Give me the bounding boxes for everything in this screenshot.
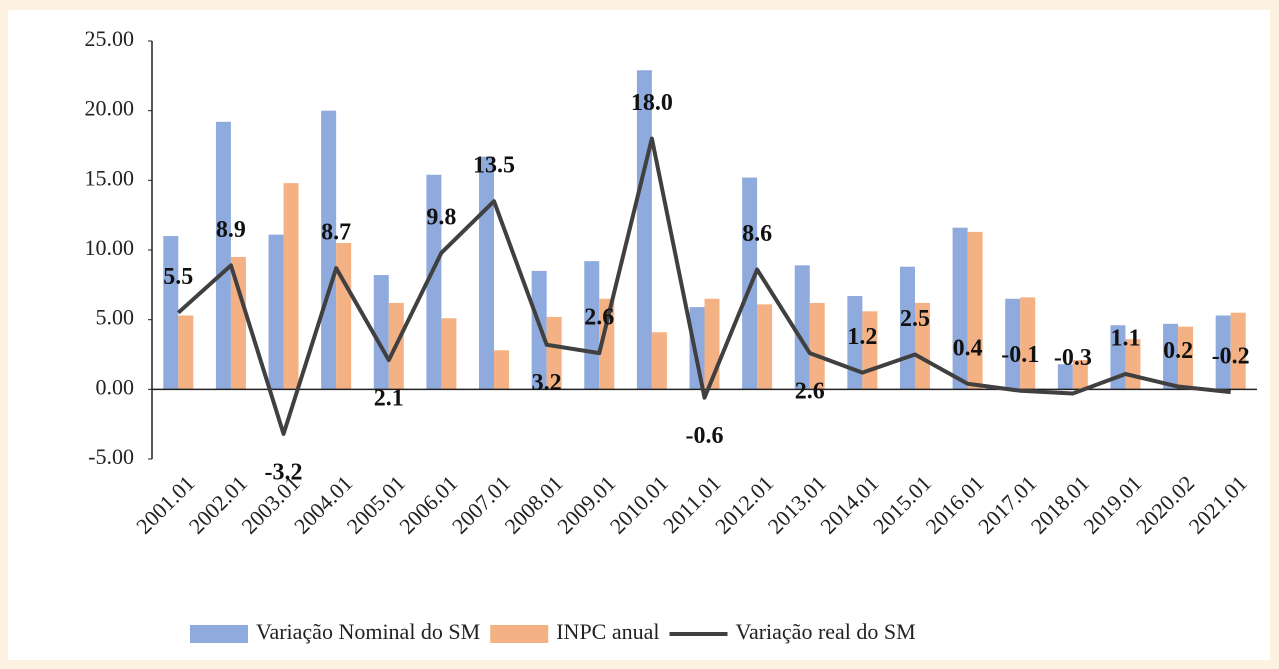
bar (494, 350, 510, 390)
bar (862, 311, 878, 390)
y-tick-label: 10.00 (85, 235, 135, 260)
data-label: 18.0 (631, 90, 673, 116)
bar (794, 265, 810, 390)
bar (757, 304, 773, 390)
bar (531, 270, 547, 390)
bar (336, 243, 352, 390)
data-label: 2.5 (900, 306, 930, 332)
bar (546, 316, 562, 390)
bar (599, 298, 615, 390)
bar (1178, 326, 1194, 390)
bar (321, 110, 337, 390)
bar (373, 275, 389, 390)
legend-label: Variação real do SM (736, 619, 916, 644)
data-label: 9.8 (426, 204, 456, 230)
data-label: 0.4 (953, 335, 983, 361)
y-tick-label: 25.00 (85, 26, 135, 51)
bar (651, 332, 667, 390)
bar (1215, 315, 1231, 390)
legend-swatch (190, 625, 248, 643)
data-label: 8.6 (742, 221, 772, 247)
data-label: 13.5 (473, 153, 515, 179)
bar (1057, 364, 1073, 390)
bar (952, 227, 968, 390)
bar (584, 261, 600, 390)
data-label: 2.6 (584, 305, 614, 331)
data-label: 3.2 (532, 370, 562, 396)
bar (1005, 298, 1021, 390)
data-label: 2.1 (374, 386, 404, 412)
bar (163, 236, 179, 390)
bar (178, 315, 194, 390)
bar (479, 156, 495, 390)
data-label: -0.6 (686, 423, 724, 449)
bar (215, 121, 231, 390)
data-label: 5.5 (163, 264, 193, 290)
bar (441, 318, 457, 390)
bar (426, 174, 442, 390)
y-tick-label: 0.00 (96, 374, 135, 399)
bar (689, 307, 705, 390)
bar (268, 234, 284, 390)
bar (914, 302, 930, 390)
y-tick-label: 5.00 (96, 305, 135, 330)
data-label: 0.2 (1163, 338, 1193, 364)
y-tick-label: 15.00 (85, 165, 135, 190)
data-label: -0.2 (1212, 344, 1250, 370)
data-label: 8.7 (321, 220, 351, 246)
data-label: 8.9 (216, 217, 246, 243)
bar (230, 256, 246, 390)
y-tick-label: 20.00 (85, 96, 135, 121)
bar (967, 231, 983, 390)
bar (847, 295, 863, 390)
legend-label: Variação Nominal do SM (256, 619, 480, 644)
data-label: 1.2 (847, 324, 877, 350)
data-label: 1.1 (1110, 326, 1140, 352)
bar (636, 70, 652, 390)
bar (1072, 360, 1088, 390)
data-label: 2.6 (795, 379, 825, 405)
bar (809, 302, 825, 390)
data-label: -0.1 (1001, 342, 1039, 368)
bar (1230, 312, 1246, 390)
bar (1020, 297, 1036, 390)
data-label: -0.3 (1054, 345, 1092, 371)
legend-label: INPC anual (556, 619, 659, 644)
bar (283, 183, 299, 390)
y-tick-label: -5.00 (88, 444, 134, 469)
legend-swatch (490, 625, 549, 643)
line (176, 136, 1231, 436)
data-label: -3.2 (265, 459, 303, 485)
bar (1163, 323, 1179, 390)
